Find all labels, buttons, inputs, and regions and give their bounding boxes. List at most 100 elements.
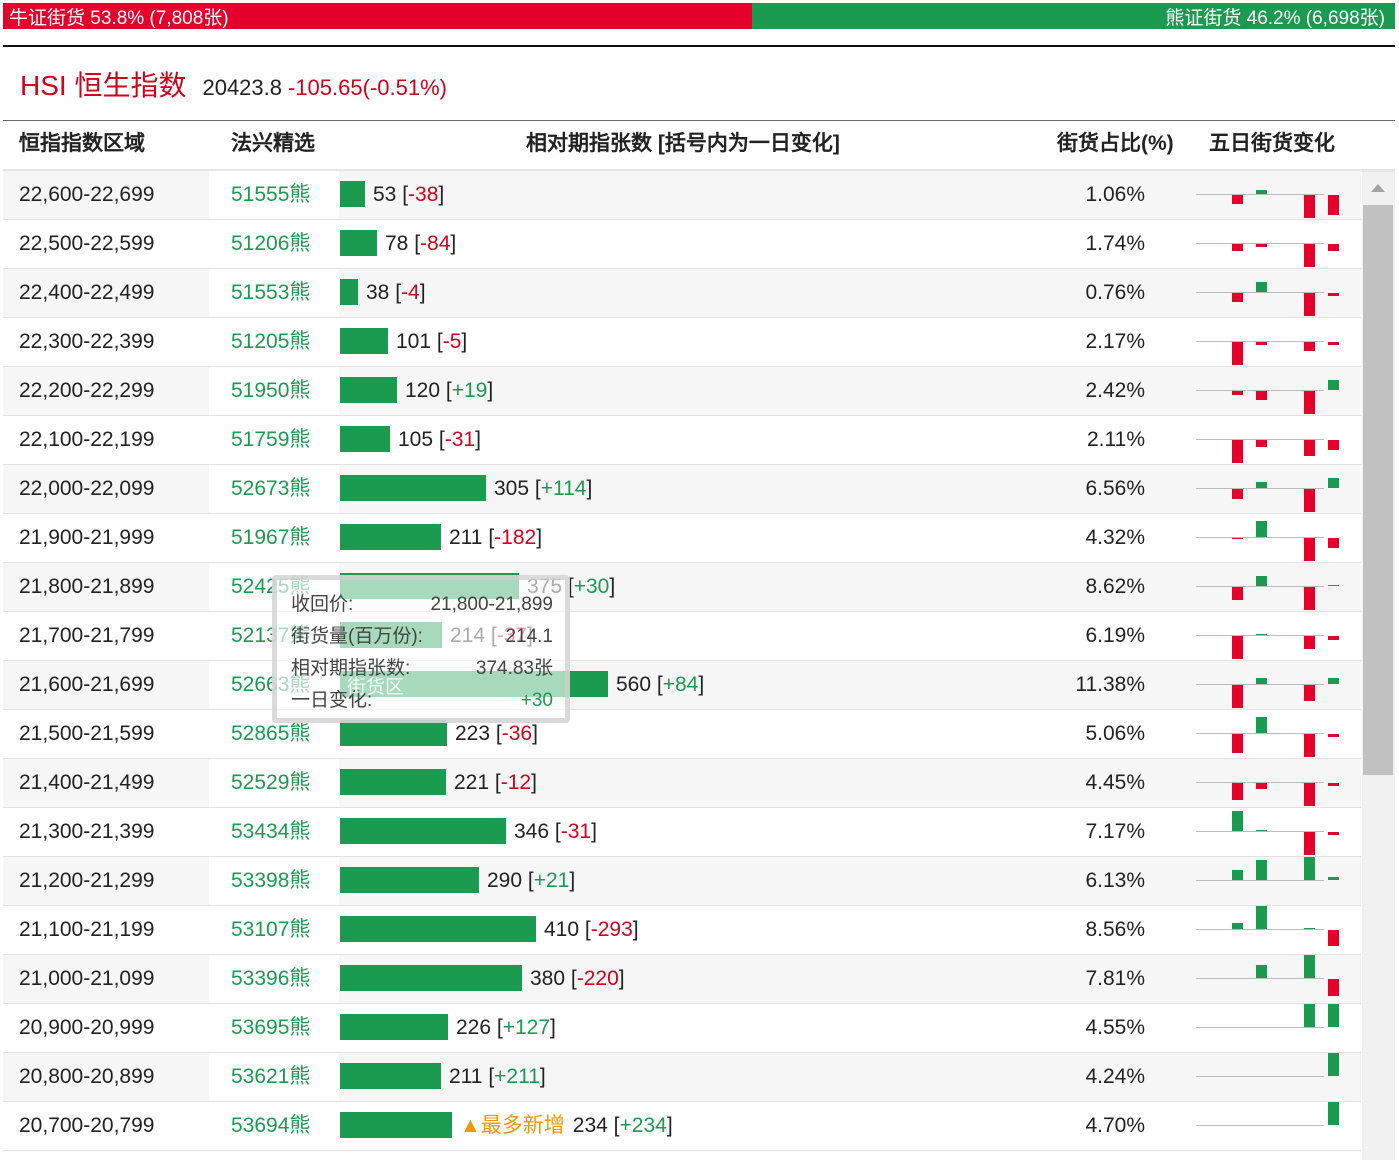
- contracts-bar[interactable]: [340, 328, 388, 354]
- contracts-count: 38: [366, 281, 390, 304]
- pick-cell: 53396熊: [209, 955, 339, 1003]
- warrant-code-link[interactable]: 53396熊: [231, 967, 311, 990]
- table-row[interactable]: 22,300-22,399 51205熊 101 [-5] 2.17%: [3, 318, 1361, 367]
- table-row[interactable]: 22,600-22,699 51555熊 53 [-38] 1.06%: [3, 171, 1361, 220]
- index-price: 20423.8: [202, 75, 282, 100]
- sparkline-bar: [1232, 391, 1243, 396]
- table-row[interactable]: 21,400-21,499 52529熊 221 [-12] 4.45%: [3, 759, 1361, 808]
- vertical-scrollbar[interactable]: [1362, 172, 1395, 1160]
- contracts-count: 290: [487, 869, 523, 892]
- tooltip-row-outstanding: 街货量(百万份): 214.1: [291, 622, 553, 652]
- warrant-code-link[interactable]: 53621熊: [231, 1065, 311, 1088]
- contracts-bar[interactable]: [340, 377, 397, 403]
- table-row[interactable]: 21,300-21,399 53434熊 346 [-31] 7.17%: [3, 808, 1361, 857]
- table-row[interactable]: 21,700-21,79952137熊214 [-37]6.19%: [3, 612, 1361, 661]
- contracts-count: 346: [514, 820, 550, 843]
- warrant-code-link[interactable]: 51205熊: [231, 330, 311, 353]
- pick-cell: 53398熊: [209, 857, 339, 905]
- table-body[interactable]: 22,600-22,699 51555熊 53 [-38] 1.06% 22,500-2…: [3, 171, 1361, 1151]
- warrant-code-link[interactable]: 51206熊: [231, 232, 311, 255]
- sparkline-axis: [1196, 1076, 1324, 1077]
- pick-cell: 51967熊: [209, 514, 339, 562]
- daily-change: +211: [494, 1065, 540, 1088]
- sparkline-axis: [1196, 488, 1324, 489]
- contracts-bar[interactable]: [340, 916, 536, 942]
- contracts-bar[interactable]: [340, 1112, 452, 1138]
- daily-change: +30: [573, 575, 610, 598]
- contracts-bar[interactable]: [340, 475, 486, 501]
- contracts-bar[interactable]: [340, 965, 522, 991]
- bull-ratio-segment: 牛证街货 53.8% (7,808张): [3, 3, 752, 29]
- warrant-code-link[interactable]: 53398熊: [231, 869, 311, 892]
- strike-range: 21,100-21,199: [19, 918, 155, 941]
- hover-tooltip: 收回价: 21,800-21,899 街货量(百万份): 214.1 相对期指张…: [272, 575, 570, 723]
- daily-change: -84: [420, 232, 451, 255]
- sparkline-bar: [1256, 783, 1267, 789]
- warrant-code-link[interactable]: 52865熊: [231, 722, 311, 745]
- table-row[interactable]: 21,800-21,89952425熊375 [+30]8.62%: [3, 563, 1361, 612]
- daily-change: -182: [494, 526, 537, 549]
- strike-range: 21,000-21,099: [19, 967, 155, 990]
- table-row[interactable]: 20,900-20,999 53695熊 226 [+127] 4.55%: [3, 1003, 1361, 1053]
- table-row[interactable]: 20,800-20,899 53621熊 211 [+211] 4.24%: [3, 1052, 1361, 1102]
- warrant-code-link[interactable]: 51967熊: [231, 526, 311, 549]
- warrant-code-link[interactable]: 53434熊: [231, 820, 311, 843]
- five-day-sparkline: [1196, 905, 1339, 954]
- contracts-bar[interactable]: [340, 1063, 441, 1089]
- contracts-value: 120 [+19]: [405, 379, 494, 402]
- warrant-code-link[interactable]: 53694熊: [231, 1114, 311, 1137]
- daily-change: +19: [451, 379, 488, 402]
- scroll-up-icon[interactable]: [1371, 184, 1385, 192]
- contracts-bar[interactable]: [340, 279, 358, 305]
- warrant-code-link[interactable]: 53107熊: [231, 918, 311, 941]
- table-row[interactable]: 20,700-20,799 53694熊 ▲最多新增 234 [+234] 4.70%: [3, 1101, 1361, 1151]
- sparkline-bar: [1232, 783, 1243, 801]
- tooltip-key: 收回价:: [291, 594, 354, 615]
- contracts-bar[interactable]: [340, 230, 377, 256]
- contracts-bar[interactable]: [340, 720, 447, 746]
- five-day-sparkline: [1196, 514, 1339, 562]
- contracts-bar[interactable]: [340, 769, 446, 795]
- contracts-count: 211: [449, 1065, 483, 1088]
- contracts-bar[interactable]: [340, 818, 506, 844]
- sparkline-bar: [1232, 489, 1243, 500]
- contracts-bar[interactable]: [340, 426, 390, 452]
- contracts-value: 211 [-182]: [449, 526, 543, 549]
- table-row[interactable]: 22,200-22,299 51950熊 120 [+19] 2.42%: [3, 367, 1361, 416]
- table-row[interactable]: 22,100-22,199 51759熊 105 [-31] 2.11%: [3, 416, 1361, 465]
- table-row[interactable]: 22,400-22,499 51553熊 38 [-4] 0.76%: [3, 269, 1361, 318]
- header-contracts: 相对期指张数 [括号内为一日变化]: [526, 132, 840, 155]
- table-row[interactable]: 22,000-22,099 52673熊 305 [+114] 6.56%: [3, 465, 1361, 514]
- sparkline-bar: [1256, 244, 1267, 247]
- table-row[interactable]: 21,500-21,599 52865熊 223 [-36] 5.06%: [3, 710, 1361, 759]
- contracts-bar[interactable]: [340, 524, 441, 550]
- daily-change: +84: [662, 673, 699, 696]
- bull-bear-ratio-bar: 牛证街货 53.8% (7,808张) 熊证街货 46.2% (6,698张): [3, 3, 1395, 29]
- warrant-code-link[interactable]: 51759熊: [231, 428, 311, 451]
- table-row[interactable]: 22,500-22,599 51206熊 78 [-84] 1.74%: [3, 220, 1361, 269]
- warrant-code-link[interactable]: 51950熊: [231, 379, 311, 402]
- scroll-thumb[interactable]: [1363, 205, 1393, 775]
- warrant-code-link[interactable]: 52529熊: [231, 771, 311, 794]
- pick-cell: 51555熊: [209, 171, 339, 219]
- table-row[interactable]: 21,900-21,999 51967熊 211 [-182] 4.32%: [3, 514, 1361, 563]
- warrant-code-link[interactable]: 53695熊: [231, 1016, 311, 1039]
- table-row[interactable]: 21,000-21,099 53396熊 380 [-220] 7.81%: [3, 954, 1361, 1004]
- table-row[interactable]: 21,200-21,299 53398熊 290 [+21] 6.13%: [3, 856, 1361, 906]
- warrant-code-link[interactable]: 51553熊: [231, 281, 311, 304]
- warrant-code-link[interactable]: 52673熊: [231, 477, 311, 500]
- sparkline-bar: [1304, 489, 1315, 513]
- contracts-bar[interactable]: [340, 867, 479, 893]
- warrant-code-link[interactable]: 51555熊: [231, 183, 311, 206]
- sparkline-axis: [1196, 1027, 1324, 1028]
- contracts-bar[interactable]: [340, 1014, 448, 1040]
- sparkline-bar: [1304, 342, 1315, 351]
- table-row[interactable]: 21,100-21,199 53107熊 410 [-293] 8.56%: [3, 905, 1361, 955]
- sparkline-bar: [1304, 244, 1315, 268]
- five-day-sparkline: [1196, 661, 1339, 709]
- sparkline-bar: [1256, 905, 1267, 929]
- daily-change: -36: [501, 722, 533, 745]
- five-day-sparkline: [1196, 612, 1339, 660]
- contracts-bar[interactable]: [340, 181, 365, 207]
- table-row[interactable]: 21,600-21,699 52663熊 560 [+84] 11.38%: [3, 661, 1361, 710]
